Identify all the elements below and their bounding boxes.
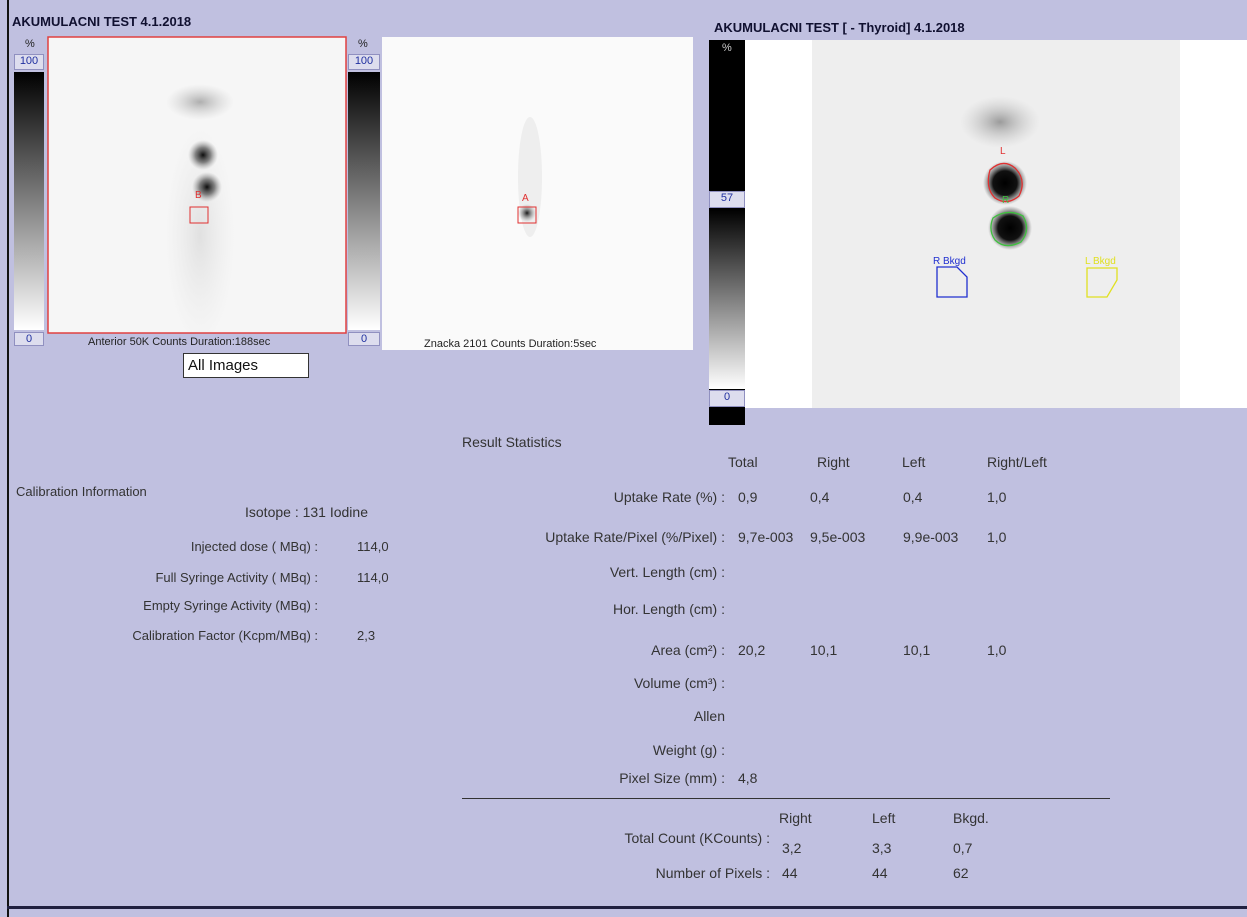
column-header: Right <box>779 810 812 826</box>
colorbar <box>14 72 44 330</box>
column-header: Left <box>872 810 895 826</box>
colorbar-min: 0 <box>348 332 380 346</box>
cell-value: 1,0 <box>987 489 1006 505</box>
cell-value: 44 <box>872 865 888 881</box>
row-label: Number of Pixels : <box>450 865 770 881</box>
row-label: Weight (g) : <box>400 742 725 758</box>
left-border <box>7 0 9 917</box>
cell-value: 0,7 <box>953 840 972 856</box>
row-label: Area (cm²) : <box>400 642 725 658</box>
colorbar-unit: % <box>722 42 732 54</box>
calibration-label: Injected dose ( MBq) : <box>0 539 318 554</box>
cell-value: 0,4 <box>903 489 922 505</box>
column-header: Left <box>902 454 925 470</box>
screen: AKUMULACNI TEST 4.1.2018 % 100 0 B Anter… <box>0 0 1247 917</box>
row-label: Allen <box>400 708 725 724</box>
roi-label: B <box>195 190 202 201</box>
bottom-border <box>7 906 1247 909</box>
cell-value: 62 <box>953 865 969 881</box>
calibration-label: Calibration Factor (Kcpm/MBq) : <box>0 628 318 643</box>
image-caption: Anterior 50K Counts Duration:188sec <box>88 336 270 348</box>
separator <box>462 798 1110 799</box>
colorbar-min: 0 <box>14 332 44 346</box>
row-label: Uptake Rate (%) : <box>400 489 725 505</box>
cell-value: 9,7e-003 <box>738 529 793 545</box>
column-header: Bkgd. <box>953 810 989 826</box>
scan-image: B <box>47 36 347 334</box>
isotope: Isotope : 131 Iodine <box>245 504 368 520</box>
calibration-value: 2,3 <box>357 628 375 643</box>
cell-value: 44 <box>782 865 798 881</box>
cell-value: 10,1 <box>810 642 837 658</box>
cell-value: 1,0 <box>987 529 1006 545</box>
panel-title: AKUMULACNI TEST [ - Thyroid] 4.1.2018 <box>714 20 965 35</box>
cell-value: 9,5e-003 <box>810 529 865 545</box>
colorbar-max: 100 <box>14 54 44 70</box>
row-label: Total Count (KCounts) : <box>450 830 770 846</box>
panel-title: AKUMULACNI TEST 4.1.2018 <box>12 14 191 29</box>
row-label: Volume (cm³) : <box>400 675 725 691</box>
section-title: Calibration Information <box>16 484 147 499</box>
colorbar-unit: % <box>25 38 35 50</box>
column-header: Right/Left <box>987 454 1047 470</box>
colorbar-unit: % <box>358 38 368 50</box>
row-label: Pixel Size (mm) : <box>400 770 725 786</box>
cell-value: 4,8 <box>738 770 757 786</box>
colorbar <box>709 209 745 389</box>
column-header: Right <box>817 454 850 470</box>
cell-value: 3,2 <box>782 840 801 856</box>
all-images-button[interactable]: All Images <box>183 353 309 378</box>
row-label: Hor. Length (cm) : <box>400 601 725 617</box>
roi-label: L <box>1000 146 1006 157</box>
calibration-value: 114,0 <box>357 539 389 554</box>
row-label: Uptake Rate/Pixel (%/Pixel) : <box>400 529 725 545</box>
cell-value: 0,4 <box>810 489 829 505</box>
calibration-value: 114,0 <box>357 570 389 585</box>
cell-value: 10,1 <box>903 642 930 658</box>
roi-label: R Bkgd <box>933 256 966 267</box>
roi-label: A <box>522 193 529 204</box>
roi-label: L Bkgd <box>1085 256 1116 267</box>
scan-image: A <box>382 37 693 350</box>
calibration-label: Empty Syringe Activity (MBq) : <box>0 598 318 613</box>
colorbar-min: 0 <box>709 390 745 407</box>
section-title: Result Statistics <box>462 434 562 450</box>
calibration-label: Full Syringe Activity ( MBq) : <box>0 570 318 585</box>
cell-value: 1,0 <box>987 642 1006 658</box>
cell-value: 9,9e-003 <box>903 529 958 545</box>
cell-value: 20,2 <box>738 642 765 658</box>
scan-image: L R R Bkgd L Bkgd <box>745 40 1247 408</box>
cell-value: 3,3 <box>872 840 891 856</box>
colorbar-max: 100 <box>348 54 380 70</box>
colorbar-max: 57 <box>709 191 745 208</box>
colorbar <box>348 72 380 330</box>
roi-label: R <box>1002 195 1009 206</box>
row-label: Vert. Length (cm) : <box>400 564 725 580</box>
cell-value: 0,9 <box>738 489 757 505</box>
column-header: Total <box>728 454 758 470</box>
image-caption: Znacka 2101 Counts Duration:5sec <box>424 338 596 350</box>
